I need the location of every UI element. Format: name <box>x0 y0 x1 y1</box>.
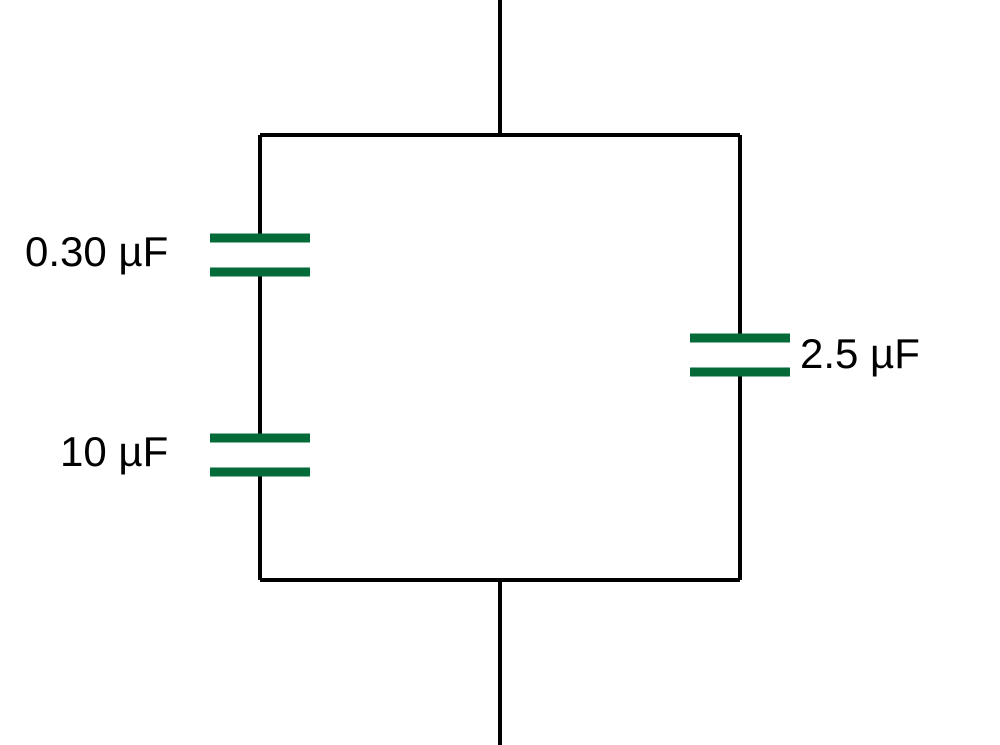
capacitor-c3 <box>690 338 790 372</box>
capacitor-c1 <box>210 238 310 272</box>
label-c3-text: 2.5 µF <box>800 330 920 377</box>
wires <box>260 0 740 745</box>
label-c1-text: 0.30 µF <box>25 228 168 275</box>
label-c2-text: 10 µF <box>60 428 168 475</box>
capacitors <box>210 238 790 472</box>
labels: 0.30 µF 10 µF 2.5 µF <box>25 228 920 475</box>
capacitor-circuit-diagram: 0.30 µF 10 µF 2.5 µF <box>0 0 1000 745</box>
capacitor-c2 <box>210 438 310 472</box>
